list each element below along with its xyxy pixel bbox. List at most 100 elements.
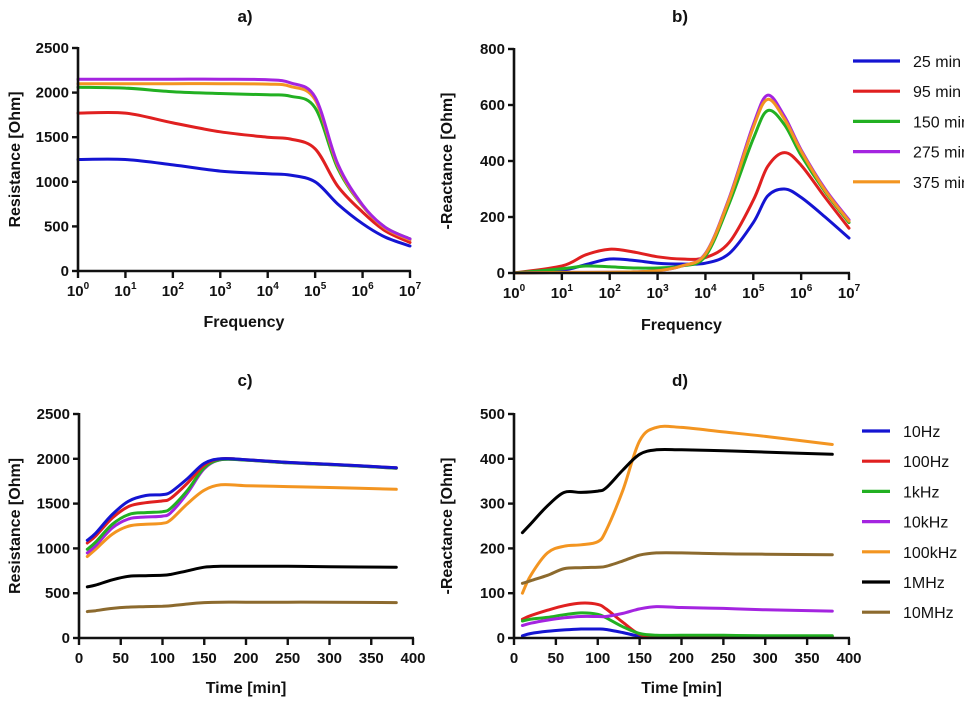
- y-tick-label: 0: [497, 630, 505, 647]
- series-line-275-min: [512, 93, 851, 275]
- y-tick-label: 1500: [36, 129, 69, 146]
- x-tick-label: 106: [790, 283, 813, 302]
- legend-item: 10Hz: [862, 424, 940, 441]
- legend-item: 10kHz: [862, 515, 948, 532]
- legend-item: 10MHz: [862, 605, 954, 622]
- x-axis-title: Frequency: [641, 317, 722, 334]
- panel-title: c): [237, 371, 252, 390]
- legend-label: 275 min: [913, 145, 964, 162]
- legend-item: 1kHz: [862, 484, 939, 501]
- series-line-275-min: [76, 77, 412, 241]
- panel-title: a): [237, 7, 252, 26]
- panel-c: c) 0 500 1000 1500 2000 2500 0 50 100 150 200 250 300…: [7, 371, 426, 697]
- series-line-100kHz: [85, 483, 398, 558]
- series-line-10MHz: [85, 600, 398, 614]
- y-axis-title: Resistance [Ohm]: [7, 91, 24, 227]
- y-tick-label: 300: [480, 496, 505, 513]
- x-tick-label: 200: [233, 650, 258, 667]
- y-tick-label: 500: [45, 585, 70, 602]
- series-line-95-min: [76, 110, 412, 244]
- y-tick-label: 0: [497, 265, 505, 282]
- x-tick-label: 100: [150, 650, 175, 667]
- series-line-10kHz: [520, 605, 834, 627]
- series-line-100kHz: [520, 424, 834, 595]
- panel-a: a) 0 500 1000 1500 2000 2500 100 101 102 103 104 105…: [7, 7, 422, 331]
- legend-label: 10MHz: [903, 605, 954, 622]
- legend-label: 375 min: [913, 175, 964, 192]
- y-axis-title: Resistance [Ohm]: [7, 458, 24, 594]
- y-tick-label: 500: [44, 218, 69, 235]
- legend-label: 10Hz: [903, 424, 940, 441]
- series-line-150-min: [76, 85, 412, 241]
- y-tick-label: 400: [480, 451, 505, 468]
- x-tick-label: 107: [399, 281, 422, 300]
- series-line-375-min: [512, 97, 851, 275]
- y-tick-label: 2000: [37, 451, 70, 468]
- x-axis-title: Frequency: [204, 314, 285, 331]
- y-tick-label: 2500: [36, 40, 69, 57]
- x-tick-label: 0: [75, 650, 83, 667]
- x-tick-label: 150: [192, 650, 217, 667]
- x-tick-label: 50: [112, 650, 129, 667]
- y-tick-label: 0: [62, 630, 70, 647]
- legend-label: 25 min: [913, 54, 961, 71]
- x-tick-label: 101: [114, 281, 137, 300]
- legend-item: 150 min: [853, 114, 964, 131]
- legend-item: 375 min: [853, 175, 964, 192]
- x-tick-label: 100: [67, 281, 90, 300]
- x-tick-label: 200: [669, 650, 694, 667]
- x-tick-label: 350: [795, 650, 820, 667]
- x-tick-label: 350: [359, 650, 384, 667]
- legend-item: 275 min: [853, 145, 964, 162]
- series-line-25-min: [512, 187, 851, 275]
- x-tick-label: 101: [551, 283, 574, 302]
- panel-d: d) 0 100 200 300 400 500 0 50 100 150 200 250 300 350 4…: [439, 371, 862, 697]
- x-tick-label: 104: [257, 281, 280, 300]
- y-axis-title: -Reactance [Ohm]: [439, 93, 456, 230]
- x-tick-label: 102: [599, 283, 622, 302]
- y-tick-label: 800: [480, 41, 505, 58]
- x-tick-label: 106: [351, 281, 374, 300]
- y-tick-label: 1000: [37, 540, 70, 557]
- panel-b: b) 0 200 400 600 800 100 101 102 103 104 105 106 107 F…: [439, 7, 861, 334]
- y-tick-label: 1000: [36, 174, 69, 191]
- series-line-10Hz: [85, 457, 398, 542]
- series-line-150-min: [512, 108, 851, 275]
- series-line-10MHz: [520, 551, 834, 585]
- x-tick-label: 103: [209, 281, 232, 300]
- legend-label: 10kHz: [903, 515, 948, 532]
- y-tick-label: 600: [480, 97, 505, 114]
- panel-title: d): [672, 371, 688, 390]
- x-tick-label: 100: [585, 650, 610, 667]
- series-group: [85, 456, 398, 614]
- series-group: [76, 77, 412, 248]
- legend-item: 1MHz: [862, 575, 945, 592]
- series-group: [512, 93, 851, 275]
- x-tick-label: 103: [646, 283, 669, 302]
- x-tick-label: 400: [400, 650, 425, 667]
- legend-label: 100Hz: [903, 454, 949, 471]
- series-line-95-min: [512, 151, 851, 275]
- y-tick-label: 2000: [36, 85, 69, 102]
- panel-title: b): [672, 7, 688, 26]
- legend-item: 100kHz: [862, 545, 957, 562]
- legend-item: 95 min: [853, 84, 961, 101]
- series-line-25-min: [76, 157, 412, 248]
- x-axis-title: Time [min]: [641, 680, 722, 697]
- legend-label: 95 min: [913, 84, 961, 101]
- series-line-1MHz: [85, 564, 398, 589]
- x-tick-label: 300: [317, 650, 342, 667]
- legend-item: 100Hz: [862, 454, 949, 471]
- legend-item: 25 min: [853, 54, 961, 71]
- series-line-100Hz: [85, 456, 398, 545]
- x-tick-label: 102: [162, 281, 185, 300]
- x-tick-label: 400: [836, 650, 861, 667]
- x-tick-label: 107: [838, 283, 861, 302]
- y-tick-label: 100: [480, 585, 505, 602]
- series-line-1kHz: [520, 611, 834, 638]
- x-tick-label: 100: [503, 283, 526, 302]
- x-axis-title: Time [min]: [206, 680, 287, 697]
- x-tick-label: 105: [304, 281, 327, 300]
- legend-bottom: 10Hz 100Hz 1kHz 10kHz 100kHz 1MHz 10MHz: [862, 424, 957, 622]
